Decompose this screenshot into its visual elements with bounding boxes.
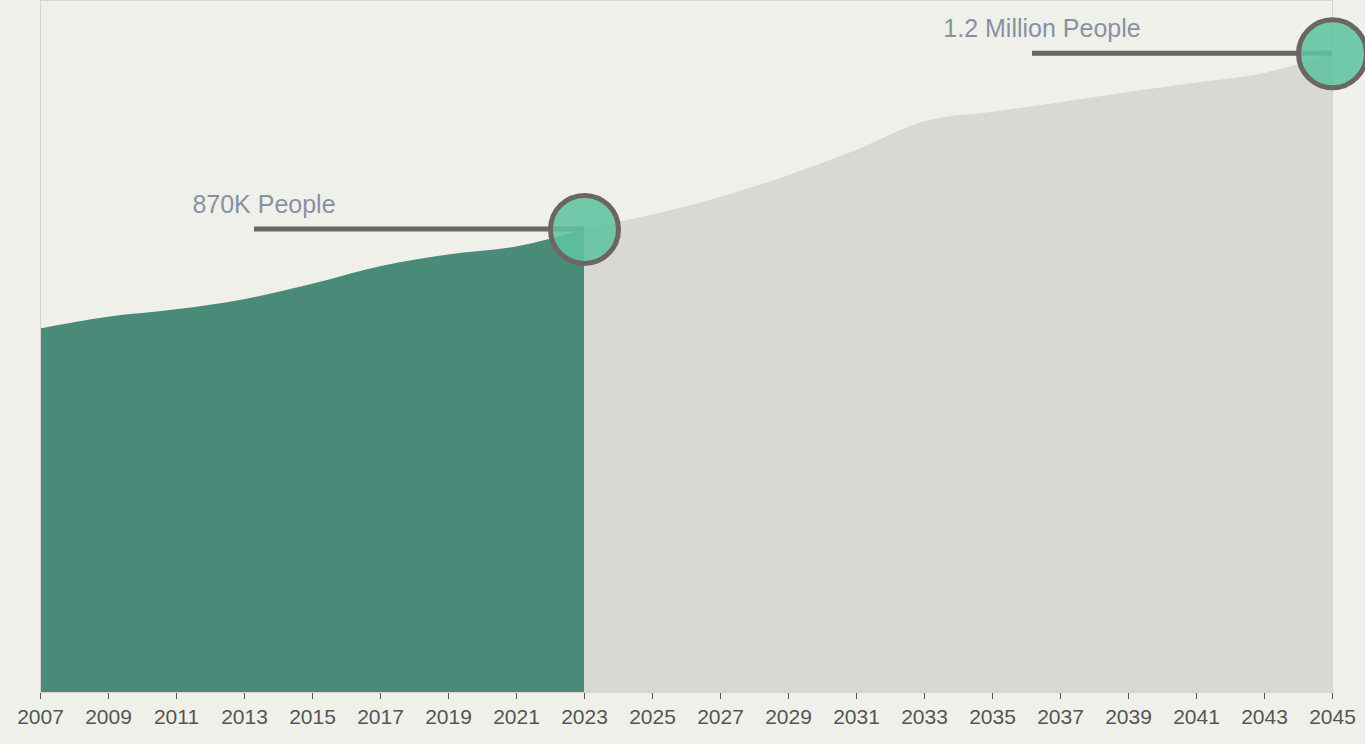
svg-text:2037: 2037 bbox=[1037, 705, 1084, 728]
svg-text:2011: 2011 bbox=[154, 705, 199, 728]
svg-text:2029: 2029 bbox=[765, 705, 812, 728]
svg-text:2035: 2035 bbox=[969, 705, 1016, 728]
svg-text:2043: 2043 bbox=[1241, 705, 1288, 728]
svg-text:2031: 2031 bbox=[833, 705, 880, 728]
svg-text:2015: 2015 bbox=[289, 705, 336, 728]
svg-text:1.2 Million People: 1.2 Million People bbox=[943, 14, 1140, 42]
svg-text:2045: 2045 bbox=[1309, 705, 1356, 728]
svg-text:2007: 2007 bbox=[17, 705, 64, 728]
svg-text:2021: 2021 bbox=[493, 705, 540, 728]
svg-text:2027: 2027 bbox=[697, 705, 744, 728]
svg-text:2013: 2013 bbox=[221, 705, 268, 728]
svg-text:2041: 2041 bbox=[1173, 705, 1220, 728]
svg-text:870K People: 870K People bbox=[192, 190, 335, 218]
svg-text:2017: 2017 bbox=[357, 705, 404, 728]
svg-text:2023: 2023 bbox=[561, 705, 608, 728]
svg-text:2039: 2039 bbox=[1105, 705, 1152, 728]
svg-text:2019: 2019 bbox=[425, 705, 472, 728]
svg-text:2025: 2025 bbox=[629, 705, 676, 728]
svg-text:2033: 2033 bbox=[901, 705, 948, 728]
svg-text:2009: 2009 bbox=[85, 705, 132, 728]
